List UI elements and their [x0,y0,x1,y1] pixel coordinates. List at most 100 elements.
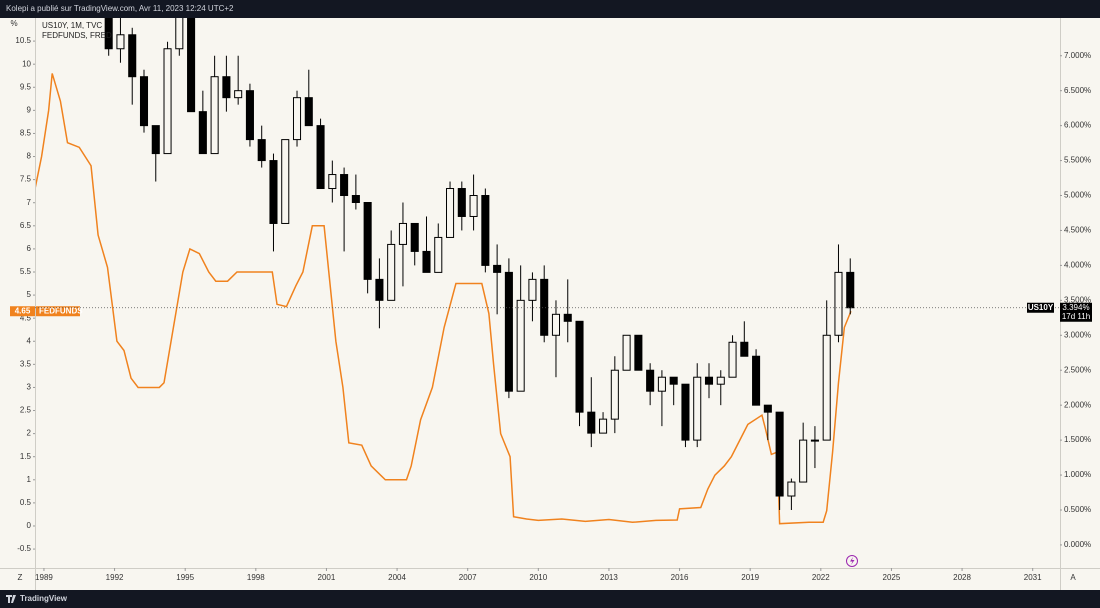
x-tick-label: 2001 [318,573,336,582]
y2-tick-label: 3.500% [1064,295,1091,304]
candle-body [493,264,502,273]
candle-body [669,376,678,385]
candle-body [716,376,725,385]
candle-body [210,76,219,155]
scale-button[interactable]: Z [18,573,23,582]
header-bar [0,0,1100,18]
candle-body [834,271,843,336]
y-tick-label: 7.5 [20,175,32,184]
candle-body [634,334,643,371]
candle-body [516,299,525,392]
x-tick-label: 2004 [388,573,406,582]
y-tick-label: 1 [27,475,32,484]
x-tick-label: 2031 [1024,573,1042,582]
series-tag-name: FEDFUNDS [39,306,83,315]
candle-body [704,376,714,385]
footer-bar [0,590,1100,608]
candle-body [340,174,349,197]
candle-body [540,278,549,336]
x-tick-label: 2022 [812,573,830,582]
y2-tick-label: 0.500% [1064,505,1091,514]
y-tick-label: 1.5 [20,452,32,461]
x-tick-label: 1989 [35,573,53,582]
candle-body [328,174,337,190]
candle-body [657,376,666,392]
series-tag-name: US10Y [1028,303,1054,312]
price-tag-value: 4.65 [15,306,31,315]
candle-body [822,334,831,441]
y-tick-label: 8.5 [20,129,32,138]
candle-body [763,404,772,413]
candle-body [151,125,160,155]
candle-body [575,320,584,413]
candle-body [316,125,325,190]
candle-body [104,18,113,50]
lightning-icon[interactable] [846,555,858,567]
y2-tick-label: 5.000% [1064,191,1091,200]
candle-body [846,271,855,309]
y2-tick-label: 0.000% [1064,540,1091,549]
header-text: Kolepi a publié sur TradingView.com, Avr… [6,4,234,13]
candle-body [116,34,125,50]
candle-body [398,222,407,245]
x-tick-label: 2007 [459,573,477,582]
candle-body [292,97,302,141]
y2-tick-label: 2.000% [1064,400,1091,409]
candle-body [457,188,466,217]
legend-entry: US10Y, 1M, TVC [42,21,102,30]
candle-body [787,481,796,497]
price-tag [1060,302,1092,322]
price-tag [10,306,35,317]
y-tick-label: 2 [27,429,32,438]
y2-tick-label: 4.000% [1064,261,1091,270]
y2-tick-label: 1.000% [1064,470,1091,479]
scale-button[interactable]: A [1070,573,1076,582]
footer-text: TradingView [20,594,68,603]
y-axis-label: % [10,19,17,28]
y-tick-label: 6.5 [20,221,32,230]
candle-body [551,313,561,336]
candle-body [587,411,596,434]
legend-entry: FEDFUNDS, FRED [42,31,112,40]
y-tick-label: 6 [27,244,32,253]
logo [6,595,16,603]
candle-body [434,236,443,273]
candle-body [752,355,761,406]
y-tick-label: 9.5 [20,82,32,91]
y-tick-label: 4.5 [20,313,32,322]
candle-body [681,383,690,441]
candle-body [175,18,184,50]
y-tick-label: 5.5 [20,267,32,276]
countdown: 17d 11h [1062,312,1090,321]
x-tick-label: 1998 [247,573,265,582]
candle-body [610,369,619,420]
candle-body [234,90,243,99]
y-tick-label: 10 [22,59,31,68]
candle-body [504,271,513,392]
plot [36,18,855,525]
y-tick-label: 0 [27,521,32,530]
price-tag-value: 3.394% [1062,303,1089,312]
y-tick-label: 9 [27,105,32,114]
y-tick-label: 4 [27,336,32,345]
y-tick-label: 0.5 [20,498,32,507]
candle-body [599,418,608,434]
candle-body [257,139,266,162]
candle-body [481,195,490,266]
candle-body [222,76,231,99]
y-tick-label: 8 [27,152,32,161]
candle-body [563,313,572,322]
y-tick-label: 5 [27,290,32,299]
candle-body [269,160,278,224]
y2-tick-label: 6.000% [1064,121,1091,130]
y-tick-label: 7 [27,198,32,207]
x-tick-label: 2025 [883,573,901,582]
candle-body [646,369,655,392]
y2-tick-label: 4.500% [1064,226,1091,235]
candle-body [139,76,149,127]
candle-body [387,243,396,301]
x-tick-label: 2016 [671,573,689,582]
x-tick-label: 2019 [741,573,759,582]
y-tick-label: 3.5 [20,359,32,368]
